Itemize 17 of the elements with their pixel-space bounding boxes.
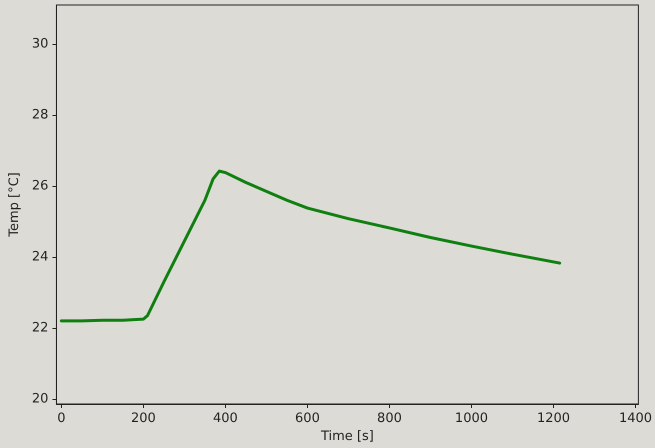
x-tick-label: 400 xyxy=(212,411,238,426)
y-tick-label: 20 xyxy=(32,392,48,407)
x-tick-label: 800 xyxy=(377,411,402,426)
line-series xyxy=(60,170,562,322)
x-tick-label: 600 xyxy=(295,411,320,426)
x-tick-label: 200 xyxy=(130,411,156,426)
x-tick-label: 1400 xyxy=(618,411,652,426)
x-tick-label: 1200 xyxy=(536,411,570,426)
y-tick-label: 28 xyxy=(32,108,48,123)
y-tick-label: 26 xyxy=(32,178,48,194)
y-axis-title: Temp [°C] xyxy=(7,172,22,238)
x-axis-title: Time [s] xyxy=(320,428,374,444)
y-tick-label: 24 xyxy=(32,250,48,265)
x-tick-label: 0 xyxy=(57,411,66,426)
y-tick-label: 22 xyxy=(32,320,48,336)
x-tick-label: 1000 xyxy=(454,411,488,426)
y-tick-label: 30 xyxy=(32,36,48,52)
